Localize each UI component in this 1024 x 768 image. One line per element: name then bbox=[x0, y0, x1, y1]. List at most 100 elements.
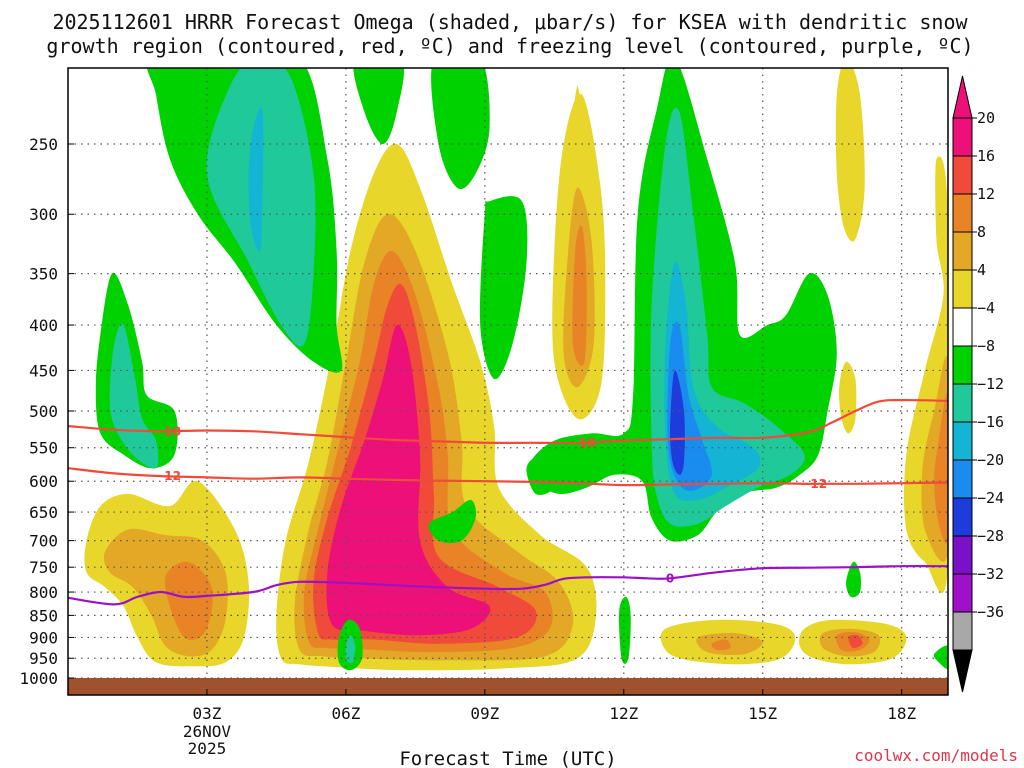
omega-band-rise-upper-07z-lvl2 bbox=[353, 68, 405, 144]
chart-title-line-2: growth region (contoured, red, ºC) and f… bbox=[46, 34, 973, 58]
omega-band-rise-small-600-lvl2 bbox=[526, 454, 560, 496]
omega-region-rise-lower-06z bbox=[337, 619, 363, 671]
colorbar-bin--12-to--8 bbox=[952, 383, 973, 423]
y-tick-label-700: 700 bbox=[29, 532, 58, 551]
omega-region-sink-small-2 bbox=[838, 361, 857, 434]
omega-shading-layer bbox=[84, 68, 948, 671]
omega-band-rise-lower-06z-lvl3 bbox=[345, 635, 356, 664]
y-tick-label-300: 300 bbox=[29, 205, 58, 224]
colorbar-bin--20-to--16 bbox=[952, 459, 973, 499]
omega-region-rise-small-12z bbox=[618, 596, 631, 664]
omega-band-sink-left-03z-lvl3 bbox=[164, 561, 213, 640]
contour-label-dgz-minus12: −12 bbox=[800, 477, 827, 491]
colorbar-label-2: 12 bbox=[977, 185, 995, 203]
omega-band-sink-lower-14z-lvl3 bbox=[711, 639, 731, 651]
contour-dgz-minus18 bbox=[68, 398, 948, 445]
contour-freezing-level bbox=[68, 565, 948, 606]
omega-band-rise-upper-09z-lvl2 bbox=[431, 68, 490, 189]
y-tick-label-550: 550 bbox=[29, 439, 58, 458]
y-tick-label-950: 950 bbox=[29, 649, 58, 668]
colorbar-label-4: 4 bbox=[977, 261, 986, 279]
colorbar-label-3: 8 bbox=[977, 223, 986, 241]
omega-band-rise-mid-09z-lvl2 bbox=[479, 196, 528, 380]
colorbar-label-10: −24 bbox=[977, 489, 1004, 507]
colorbar-bin--32-to--28 bbox=[952, 573, 973, 613]
x-tick-label-03Z: 03Z bbox=[192, 704, 221, 723]
colorbar-bin--36-to--32 bbox=[952, 611, 973, 651]
x-tick-label-09Z: 09Z bbox=[470, 704, 499, 723]
colorbar-label-7: −12 bbox=[977, 375, 1004, 393]
y-tick-label-350: 350 bbox=[29, 265, 58, 284]
contour-label-freezing-level: 0 bbox=[666, 571, 674, 585]
chart-title-line-1: 2025112601 HRRR Forecast Omega (shaded, … bbox=[52, 10, 968, 34]
omega-band-sink-small-2-lvl1 bbox=[838, 361, 857, 434]
omega-region-sink-lower-14z bbox=[660, 619, 796, 665]
colorbar-bin-12-to-16 bbox=[952, 193, 973, 233]
colorbar-label-11: −28 bbox=[977, 527, 1004, 545]
omega-region-rise-small-19z bbox=[933, 645, 948, 669]
omega-region-rise-upper-left-04z bbox=[146, 68, 343, 373]
x-tick-sublabel-03Z-1: 2025 bbox=[188, 739, 227, 758]
colorbar-bin--16-to--12 bbox=[952, 421, 973, 461]
y-tick-label-900: 900 bbox=[29, 628, 58, 647]
omega-band-sink-upper-11z-lvl3 bbox=[572, 225, 587, 366]
colorbar-bottom-arrow bbox=[952, 649, 973, 693]
y-tick-label-450: 450 bbox=[29, 361, 58, 380]
omega-band-rise-small-650-lvl2 bbox=[428, 499, 477, 544]
y-tick-label-850: 850 bbox=[29, 606, 58, 625]
axis-layer: 250 300 350 400 450 500 550 600 650 700 750 800 850 9… bbox=[19, 135, 916, 758]
x-tick-label-12Z: 12Z bbox=[609, 704, 638, 723]
y-tick-label-800: 800 bbox=[29, 583, 58, 602]
colorbar-bin--4-to-4 bbox=[952, 307, 973, 347]
omega-region-rise-right-13z bbox=[529, 68, 837, 542]
colorbar-label-0: 20 bbox=[977, 109, 995, 127]
omega-band-rise-right-13z-lvl6 bbox=[670, 370, 685, 475]
colorbar-label-5: −4 bbox=[977, 299, 995, 317]
plot-frame bbox=[67, 67, 949, 696]
contour-label-dgz-minus12: −12 bbox=[154, 469, 181, 483]
x-tick-label-06Z: 06Z bbox=[331, 704, 360, 723]
colorbar-bin-16-to-20 bbox=[952, 155, 973, 195]
colorbar-bin-8-to-12 bbox=[952, 231, 973, 271]
x-tick-label-15Z: 15Z bbox=[748, 704, 777, 723]
omega-region-sink-upper-11z bbox=[552, 93, 606, 420]
omega-band-sink-lower-17z-lvl4 bbox=[848, 634, 863, 649]
omega-band-sink-small-1-lvl1 bbox=[835, 68, 865, 242]
colorbar-bin-20-to-24 bbox=[952, 117, 973, 157]
colorbar-label-6: −8 bbox=[977, 337, 995, 355]
omega-region-rise-small-600 bbox=[526, 454, 560, 496]
omega-band-rise-small-17z-lvl2 bbox=[846, 561, 862, 598]
omega-region-sink-lower-17z bbox=[799, 619, 907, 665]
omega-region-rise-mid-09z bbox=[479, 196, 528, 380]
omega-band-rise-small-19z-lvl2 bbox=[933, 645, 948, 669]
omega-region-rise-upper-07z bbox=[353, 68, 405, 144]
x-axis-label: Forecast Time (UTC) bbox=[399, 748, 616, 768]
omega-region-rise-small-650 bbox=[428, 499, 477, 544]
colorbar-bin-4-to-8 bbox=[952, 269, 973, 309]
omega-band-sink-small-3-lvl1 bbox=[572, 85, 583, 160]
omega-region-sink-small-3 bbox=[572, 85, 583, 160]
colorbar-label-12: −32 bbox=[977, 565, 1004, 583]
contour-layer: −18 −18 −12 −12 0 bbox=[68, 398, 948, 606]
omega-band-rise-upper-left-04z-lvl4 bbox=[248, 107, 264, 252]
y-tick-label-400: 400 bbox=[29, 316, 58, 335]
credit-link[interactable]: coolwx.com/models bbox=[854, 746, 1018, 765]
ground-below-surface bbox=[68, 678, 948, 695]
contour-label-dgz-minus18: −18 bbox=[154, 424, 181, 438]
y-tick-label-250: 250 bbox=[29, 135, 58, 154]
omega-region-rise-left-01z bbox=[95, 272, 178, 469]
colorbar-bin--8-to--4 bbox=[952, 345, 973, 385]
y-tick-label-650: 650 bbox=[29, 503, 58, 522]
contour-label-dgz-minus18: −18 bbox=[569, 436, 596, 450]
colorbar-label-9: −20 bbox=[977, 451, 1004, 469]
colorbar-bin--24-to--20 bbox=[952, 497, 973, 537]
omega-region-rise-small-17z bbox=[846, 561, 862, 598]
y-tick-label-1000: 1000 bbox=[19, 669, 58, 688]
omega-band-rise-small-12z-lvl2 bbox=[618, 596, 631, 664]
contour-dgz-minus12 bbox=[68, 467, 948, 487]
colorbar: 20 16 12 8 4 −4 −8 −12 −16 −20 −24 −28 −32 −36 bbox=[952, 75, 1004, 693]
y-tick-label-500: 500 bbox=[29, 402, 58, 421]
y-tick-label-750: 750 bbox=[29, 558, 58, 577]
colorbar-bin--28-to--24 bbox=[952, 535, 973, 575]
